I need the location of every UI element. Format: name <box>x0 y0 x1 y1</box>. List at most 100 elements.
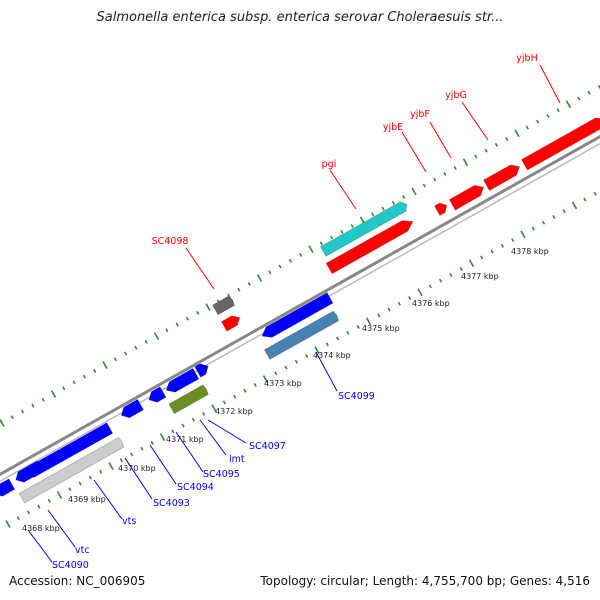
gene-label-yjbH: yjbH <box>516 53 537 64</box>
gene-label-vts: vts <box>122 516 136 527</box>
lower-tick <box>593 191 597 196</box>
upper-tick <box>536 119 540 124</box>
lower-tick <box>583 197 587 202</box>
gene-label-pgi: pgi <box>322 159 337 170</box>
lower-tick <box>511 238 515 243</box>
leader-SC4094 <box>149 444 177 485</box>
gene-SC4099 <box>261 292 334 338</box>
gene-yjbE <box>434 202 448 216</box>
leader-pgi <box>329 169 357 210</box>
lower-tick <box>88 475 92 480</box>
lower-tick <box>490 249 494 254</box>
scale-label: 4370 kbp <box>118 464 156 473</box>
upper-tick <box>565 100 572 109</box>
upper-tick <box>205 303 211 311</box>
upper-tick <box>102 361 108 369</box>
lower-tick <box>56 491 63 499</box>
upper-tick <box>0 419 5 427</box>
lower-tick <box>571 201 578 210</box>
lower-tick <box>480 255 484 260</box>
lower-tick <box>408 296 412 300</box>
summary-text: Topology: circular; Length: 4,755,700 bp… <box>260 574 590 588</box>
upper-tick <box>371 212 375 217</box>
gene-SC4098-feature <box>212 295 235 316</box>
upper-tick <box>288 258 292 263</box>
upper-tick <box>93 368 97 373</box>
lower-tick <box>211 404 217 412</box>
scale-label: 4373 kbp <box>264 379 302 388</box>
lower-tick <box>150 440 154 445</box>
lower-tick <box>47 498 51 503</box>
upper-tick <box>505 137 509 142</box>
map-title: Salmonella enterica subsp. enterica sero… <box>96 10 504 25</box>
lower-tick <box>336 336 340 341</box>
lower-tick <box>562 209 566 214</box>
lower-tick <box>78 481 82 486</box>
leader-SC4093 <box>124 457 153 500</box>
scale-label: 4371 kbp <box>166 435 204 444</box>
gene-vtc <box>0 478 16 497</box>
upper-tick <box>237 287 241 292</box>
gene-label-SC4098: SC4098 <box>152 236 189 247</box>
lower-tick <box>181 423 185 428</box>
upper-tick <box>82 374 86 379</box>
gene-SC4099-feature <box>263 310 340 360</box>
lower-tick <box>243 388 247 393</box>
gene-pgi <box>325 220 414 275</box>
lower-tick <box>520 230 526 239</box>
upper-tick <box>134 345 138 350</box>
upper-tick <box>256 274 263 283</box>
upper-tick <box>474 154 478 159</box>
upper-tick <box>453 166 457 171</box>
upper-tick <box>587 90 591 95</box>
scale-label: 4378 kbp <box>511 247 549 256</box>
leader-yjbG <box>461 101 489 141</box>
lower-tick <box>397 301 401 306</box>
lower-tick <box>99 469 103 474</box>
gene-SC4098 <box>221 315 241 332</box>
accession-text: Accession: NC_006905 <box>9 574 146 588</box>
upper-tick <box>185 316 189 321</box>
leader-yjbH <box>539 64 561 104</box>
upper-tick <box>350 224 354 228</box>
scale-label: 4377 kbp <box>461 272 499 281</box>
labels: 4368 kbp 4369 kbp 4370 kbp 4371 kbp 4372 kbp… <box>22 53 549 571</box>
gene-label-SC4090: SC4090 <box>52 560 89 571</box>
upper-tick <box>340 229 344 234</box>
gene-label-SC4095: SC4095 <box>203 469 240 480</box>
lower-tick <box>314 346 320 355</box>
lower-tick <box>191 417 195 422</box>
upper-tick <box>577 96 581 101</box>
scale-label: 4376 kbp <box>412 299 450 308</box>
gene-yjbG <box>483 164 521 191</box>
gene-label-lmt: lmt <box>229 454 245 465</box>
upper-tick <box>525 125 529 130</box>
upper-tick <box>546 113 550 118</box>
label-leaders <box>27 64 561 563</box>
upper-tick <box>330 235 334 240</box>
upper-tick <box>484 148 488 153</box>
upper-tick <box>113 357 117 362</box>
lower-tick <box>253 382 257 387</box>
leader-vts <box>93 479 123 520</box>
upper-tick <box>299 253 303 257</box>
scale-label: 4374 kbp <box>313 351 351 360</box>
gene-yjbF <box>448 185 485 211</box>
lower-tick <box>202 411 206 416</box>
lower-tick <box>233 394 237 399</box>
gene-label-SC4094: SC4094 <box>177 482 214 493</box>
lower-tick <box>552 214 556 219</box>
lower-tick <box>222 400 226 405</box>
lower-tick <box>417 288 423 297</box>
lower-tick <box>439 278 443 283</box>
gene-label-SC4093: SC4093 <box>153 498 190 509</box>
upper-tick <box>411 187 417 196</box>
lower-tick <box>294 359 298 364</box>
upper-tick <box>381 206 385 211</box>
lower-tick <box>284 365 288 370</box>
scale-label: 4369 kbp <box>68 495 106 504</box>
lower-tick <box>262 375 269 384</box>
leader-yjbE <box>401 131 427 173</box>
scale-label: 4368 kbp <box>22 524 60 533</box>
